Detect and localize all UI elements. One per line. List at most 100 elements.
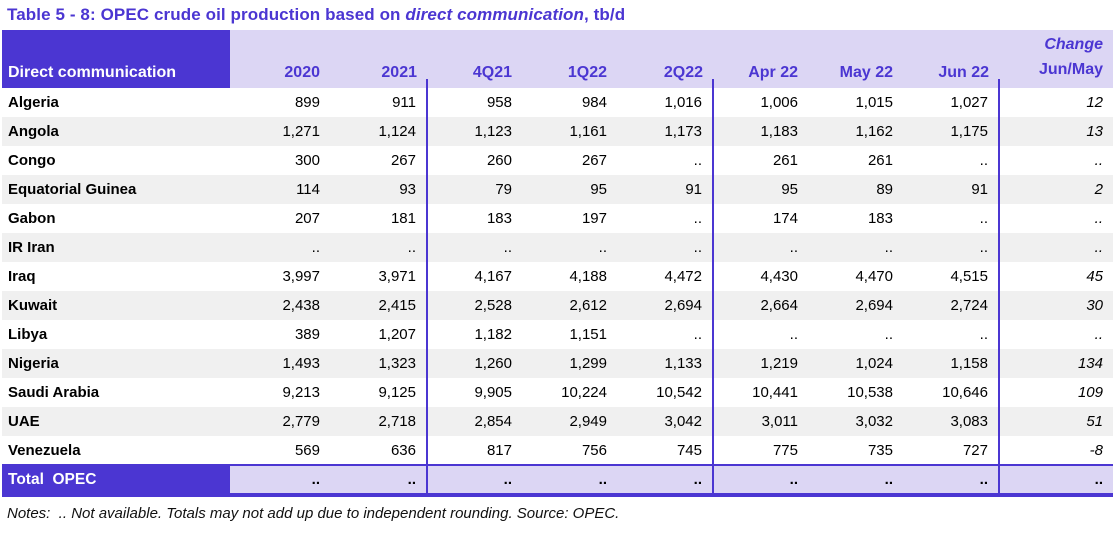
value-cell: 260 [486, 152, 512, 169]
value-cell: 4,472 [617, 262, 714, 291]
value-cell: 1,016 [617, 88, 714, 117]
change-label: Change [1044, 36, 1103, 53]
table-row: Libya 389 1,207 1,182 1,151.......... [2, 320, 1113, 349]
value-cell: 1,271 [282, 123, 320, 140]
row-label: Gabon [8, 210, 56, 227]
total-value-cell: .. [522, 465, 617, 495]
value-cell: 4,188 [569, 268, 607, 285]
value-cell: .. [903, 146, 1000, 175]
value-cell: 2,718 [330, 407, 428, 436]
total-value-cell: .. [230, 465, 330, 495]
row-label: Saudi Arabia [8, 384, 100, 401]
row-label: IR Iran [8, 239, 55, 256]
change-sublabel: Jun/May [1038, 61, 1103, 78]
value-cell: 4,430 [760, 268, 798, 285]
value-cell: 1,015 [855, 94, 893, 111]
value-cell: 9,213 [282, 384, 320, 401]
value-cell: 181 [330, 204, 428, 233]
value-cell: 1,173 [617, 117, 714, 146]
value-cell: 817 [486, 441, 512, 459]
value-cell: .. [617, 146, 714, 175]
total-value-cell: .. [617, 465, 714, 495]
value-cell: 183 [867, 210, 893, 227]
value-cell: .. [903, 320, 1000, 349]
col-header-apr-22: Apr 22 [713, 30, 808, 88]
table-row: Gabon 207 181 183 197.. 174 183.... [2, 204, 1113, 233]
col-header-2q22: 2Q22 [617, 30, 714, 88]
value-cell: 1,151 [569, 326, 607, 343]
value-cell: 899 [294, 94, 320, 111]
value-cell: 1,158 [903, 349, 1000, 378]
change-cell: 134 [1077, 355, 1103, 372]
notes: Notes: .. Not available. Totals may not … [7, 505, 620, 522]
value-cell: 267 [581, 152, 607, 169]
table-row: Equatorial Guinea 114 93 79 95 91 95 89 91 2 [2, 175, 1113, 204]
total-value-cell: .. [999, 465, 1113, 495]
change-cell: .. [1094, 210, 1103, 227]
value-cell: 9,905 [474, 384, 512, 401]
value-cell: 1,124 [330, 117, 428, 146]
value-cell: 3,997 [282, 268, 320, 285]
value-cell: 735 [867, 441, 893, 459]
change-cell: .. [1094, 239, 1103, 256]
value-cell: .. [311, 239, 320, 256]
table-row: Venezuela 569 636 817 756 745 775 735 727 -8 [2, 436, 1113, 465]
value-cell: .. [903, 204, 1000, 233]
col-header-2020: 2020 [230, 30, 330, 88]
value-cell: 10,538 [847, 384, 893, 401]
row-label: UAE [8, 413, 40, 430]
value-cell: .. [503, 239, 512, 256]
change-cell: .. [1094, 152, 1103, 169]
value-cell: 1,175 [903, 117, 1000, 146]
value-cell: .. [598, 239, 607, 256]
value-cell: 2,612 [569, 297, 607, 314]
value-cell: 775 [772, 441, 798, 459]
change-cell: 2 [1094, 181, 1103, 198]
row-label: Equatorial Guinea [8, 181, 137, 198]
page-title: Table 5 - 8: OPEC crude oil production b… [7, 5, 1120, 25]
value-cell: 1,207 [330, 320, 428, 349]
value-cell: 1,123 [474, 123, 512, 140]
value-cell: 2,949 [569, 413, 607, 430]
value-cell: 569 [294, 441, 320, 459]
value-cell: .. [789, 239, 798, 256]
total-value-cell: .. [903, 465, 1000, 495]
value-cell: .. [903, 233, 1000, 262]
row-label: Congo [8, 152, 56, 169]
title-suffix: , tb/d [584, 5, 626, 24]
row-label: Iraq [8, 268, 36, 285]
table-row: UAE 2,779 2,718 2,854 2,949 3,042 3,011 3,032 3… [2, 407, 1113, 436]
value-cell: 1,493 [282, 355, 320, 372]
value-cell: 1,182 [474, 326, 512, 343]
value-cell: 2,724 [903, 291, 1000, 320]
table-row: Iraq 3,997 3,971 4,167 4,188 4,472 4,430 4,470… [2, 262, 1113, 291]
value-cell: 95 [590, 181, 607, 198]
value-cell: 3,971 [330, 262, 428, 291]
value-cell: 727 [903, 436, 1000, 465]
col-header-2021: 2021 [330, 30, 428, 88]
value-cell: 10,646 [903, 378, 1000, 407]
table-header-row: Direct communication 2020 2021 4Q21 1Q22… [2, 30, 1113, 88]
value-cell: .. [789, 326, 798, 343]
row-label: Libya [8, 326, 48, 343]
value-cell: .. [884, 326, 893, 343]
row-label: Nigeria [8, 355, 59, 372]
value-cell: 183 [486, 210, 512, 227]
row-label: Angola [8, 123, 59, 140]
change-cell: -8 [1089, 441, 1103, 459]
value-cell: 1,260 [474, 355, 512, 372]
value-cell: 756 [581, 441, 607, 459]
value-cell: 91 [903, 175, 1000, 204]
value-cell: 10,542 [617, 378, 714, 407]
value-cell: 10,224 [561, 384, 607, 401]
value-cell: 9,125 [330, 378, 428, 407]
value-cell: 261 [867, 152, 893, 169]
value-cell: 636 [330, 436, 428, 465]
table-row: IR Iran .................. [2, 233, 1113, 262]
value-cell: 267 [330, 146, 428, 175]
total-row: Total OPEC .................. [2, 465, 1113, 495]
value-cell: 1,133 [617, 349, 714, 378]
value-cell: 2,664 [760, 297, 798, 314]
page: Table 5 - 8: OPEC crude oil production b… [0, 5, 1120, 522]
value-cell: 3,042 [617, 407, 714, 436]
